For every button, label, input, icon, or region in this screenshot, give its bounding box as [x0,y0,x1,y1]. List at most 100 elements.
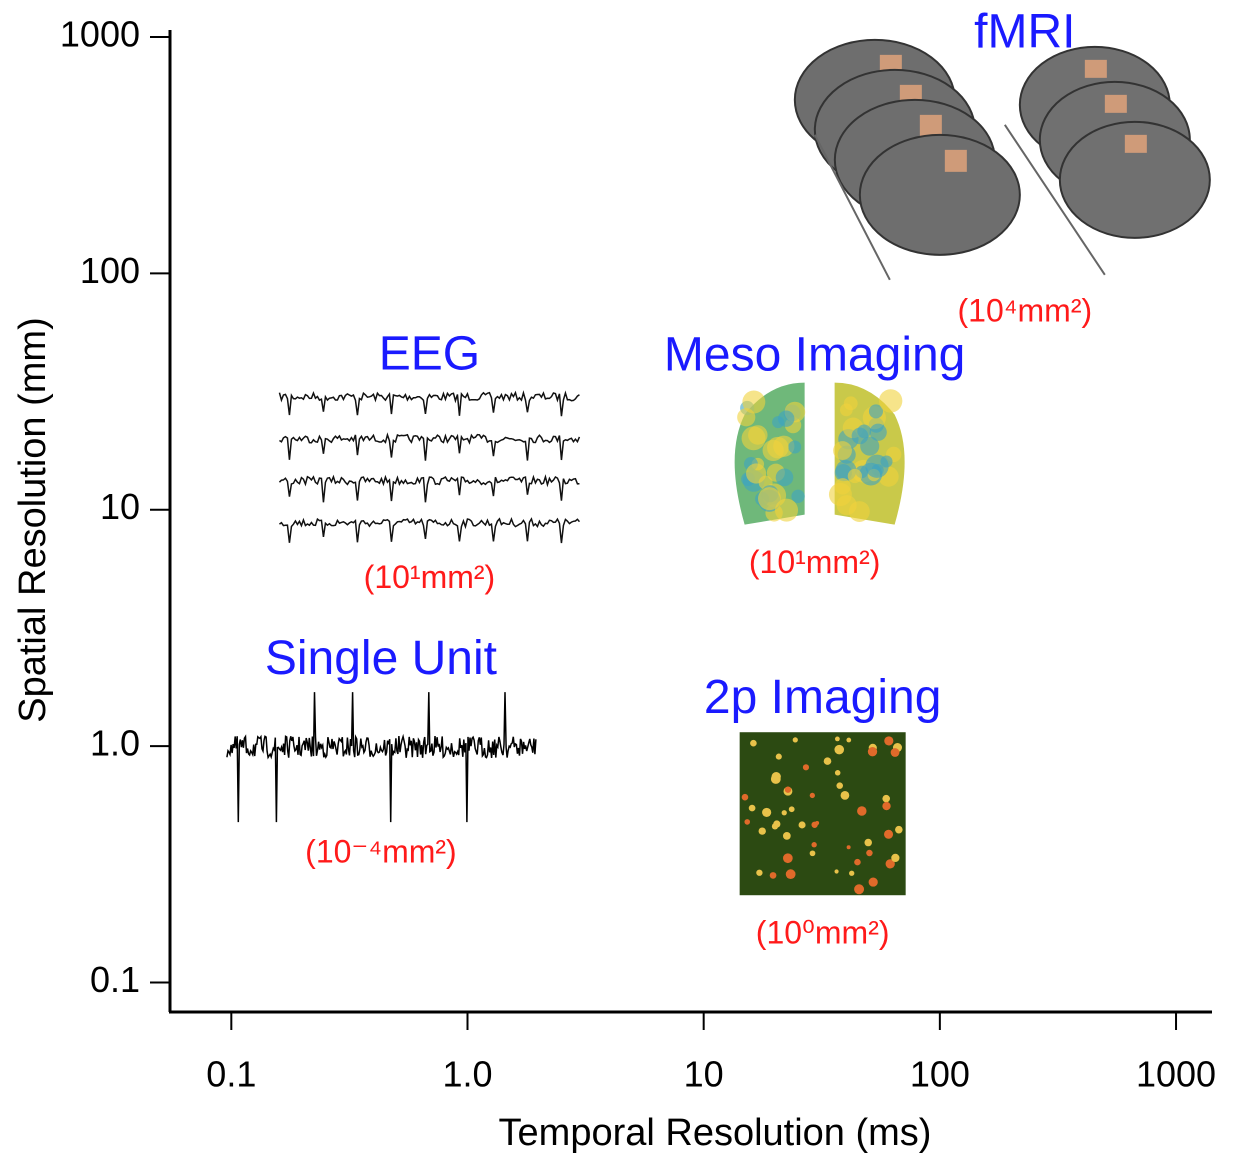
cell [866,849,873,857]
cell [809,850,816,857]
cell [782,832,791,840]
cell [834,744,845,755]
y-tick-label: 100 [80,250,140,291]
x-axis-title: Temporal Resolution (ms) [499,1112,932,1154]
cell [756,869,763,876]
cell [867,747,878,757]
pixel [778,410,795,427]
spike-trace [226,692,537,823]
activation [944,149,967,172]
cell [834,869,839,874]
cell [882,794,890,803]
cell [809,792,815,799]
cell [798,821,806,829]
activation [919,114,942,137]
cell [884,829,894,839]
pixel [834,464,852,482]
cell [864,838,872,847]
technique-size: (10⁻⁴mm²) [305,834,457,870]
cell [762,807,772,817]
technique [734,382,905,525]
y-tick-label: 10 [100,486,140,527]
cell [854,858,861,866]
technique-label: EEG [379,327,480,380]
cell [895,825,903,834]
pixel [868,404,884,419]
cell [741,793,749,801]
technique-label: Single Unit [265,632,497,685]
pixel [880,455,893,468]
x-tick-label: 1.0 [442,1054,492,1095]
brain-slice [1058,120,1211,239]
eeg-trace [278,390,580,417]
eeg-trace [279,517,581,544]
pixel [843,396,858,411]
technique [278,390,581,544]
activation [1084,59,1107,78]
cell [891,853,900,863]
cell [849,870,855,876]
cell [750,739,757,747]
arrow [813,134,891,281]
technique-label: 2p Imaging [704,671,942,724]
activation [1104,94,1127,113]
y-tick-label: 1.0 [90,723,140,764]
cell [802,764,810,771]
cell [890,748,900,757]
technique-size: (10⁴mm²) [958,292,1093,328]
cell [846,845,851,850]
y-tick-label: 0.1 [90,959,140,1000]
brain-slice [858,133,1021,256]
technique-size: (10¹mm²) [364,559,496,595]
cell [783,853,793,864]
cell [748,804,756,812]
pixel [746,463,767,484]
pixel [788,440,802,454]
pixel [836,495,857,516]
cell [788,806,795,813]
technique [793,38,1211,281]
pixel [774,498,799,522]
activation [1124,134,1147,153]
pixel [869,423,887,441]
pixel [791,489,805,503]
cell [834,770,841,776]
technique-label: Meso Imaging [664,328,965,381]
cell [840,791,850,800]
pixel [847,468,862,484]
technique-size: (10¹mm²) [749,544,881,580]
pixel [834,478,851,495]
eeg-trace [278,474,580,503]
y-tick-label: 1000 [60,13,140,54]
cell [823,757,832,765]
pixel [741,426,766,451]
cell [758,827,766,835]
x-tick-label: 0.1 [206,1054,256,1095]
cell [868,877,878,887]
pixel [775,468,794,487]
x-tick-label: 100 [910,1054,970,1095]
technique-size: (10⁰mm²) [756,915,890,951]
pixel [758,487,782,511]
cell [784,786,792,793]
technique-label: fMRI [974,6,1075,59]
arrow [1004,124,1106,276]
x-tick-label: 10 [684,1054,724,1095]
cell [770,774,781,784]
cell [854,884,865,895]
pixel [878,389,903,413]
cell [775,753,782,760]
cell [834,736,840,742]
cell [744,819,751,825]
cell [836,782,843,789]
cell [882,801,891,811]
cell [811,842,817,848]
y-axis-title: Spatial Resolution (mm) [12,317,54,722]
cell [811,821,818,828]
cell [785,869,796,880]
cell [781,810,787,816]
pixel [737,408,756,427]
pixel [766,436,789,459]
pixel [833,441,852,460]
